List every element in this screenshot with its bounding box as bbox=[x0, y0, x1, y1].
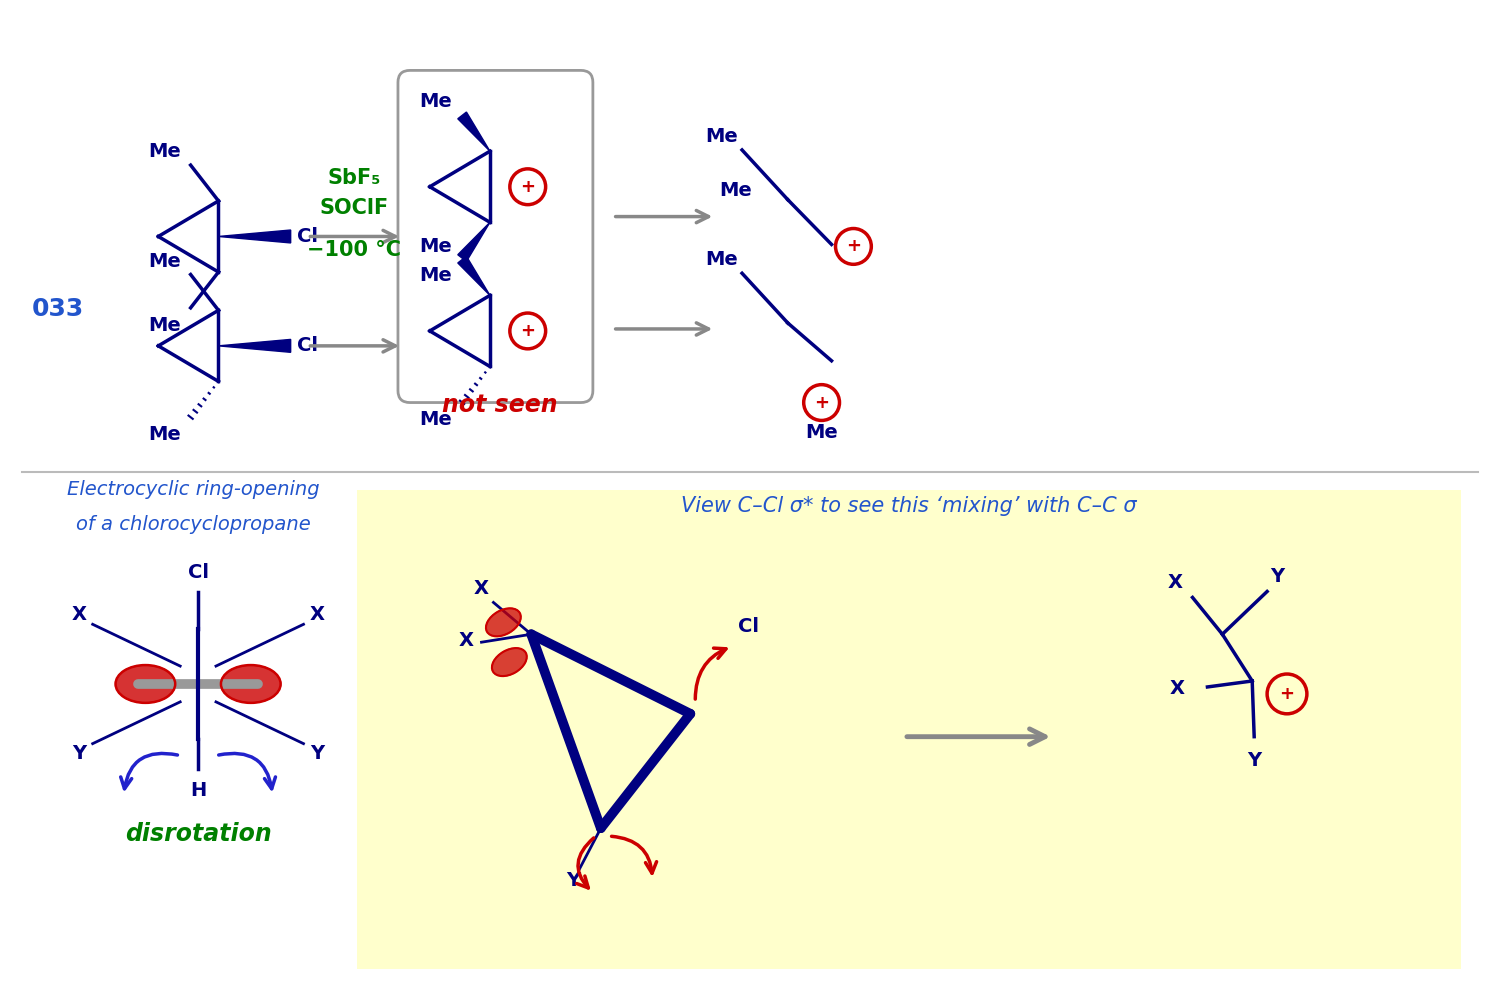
Polygon shape bbox=[458, 256, 490, 295]
Polygon shape bbox=[458, 222, 490, 261]
Ellipse shape bbox=[486, 608, 520, 636]
Text: Me: Me bbox=[420, 266, 452, 285]
Text: Y: Y bbox=[72, 744, 86, 763]
Text: +: + bbox=[815, 394, 830, 412]
FancyBboxPatch shape bbox=[398, 70, 592, 403]
Text: X: X bbox=[1170, 679, 1185, 698]
Text: Cl: Cl bbox=[738, 617, 759, 636]
Text: +: + bbox=[520, 178, 536, 196]
Polygon shape bbox=[219, 339, 291, 352]
Text: Y: Y bbox=[566, 871, 580, 890]
Text: X: X bbox=[70, 605, 86, 624]
Text: −100 °C: −100 °C bbox=[308, 240, 401, 260]
Text: Cl: Cl bbox=[297, 227, 318, 246]
Text: View C–Cl σ* to see this ‘mixing’ with C–C σ: View C–Cl σ* to see this ‘mixing’ with C… bbox=[681, 496, 1137, 516]
Text: Electrocyclic ring-opening: Electrocyclic ring-opening bbox=[68, 480, 320, 499]
Text: Me: Me bbox=[420, 92, 452, 111]
Text: X: X bbox=[474, 579, 489, 598]
Text: Cl: Cl bbox=[188, 563, 209, 582]
Text: Me: Me bbox=[420, 237, 452, 256]
Text: X: X bbox=[459, 631, 474, 650]
Text: X: X bbox=[1167, 573, 1182, 592]
Text: Y: Y bbox=[1246, 751, 1262, 770]
Text: +: + bbox=[520, 322, 536, 340]
Text: Me: Me bbox=[148, 425, 180, 444]
Text: +: + bbox=[846, 237, 861, 255]
Text: Me: Me bbox=[148, 316, 180, 335]
FancyBboxPatch shape bbox=[357, 490, 1461, 969]
Text: Y: Y bbox=[310, 744, 324, 763]
Text: of a chlorocyclopropane: of a chlorocyclopropane bbox=[75, 515, 310, 534]
Text: Me: Me bbox=[420, 410, 452, 429]
Text: Cl: Cl bbox=[297, 336, 318, 355]
Ellipse shape bbox=[220, 665, 280, 703]
Ellipse shape bbox=[492, 648, 526, 676]
Text: SOClF: SOClF bbox=[320, 198, 388, 218]
Text: disrotation: disrotation bbox=[124, 822, 272, 846]
Text: H: H bbox=[190, 781, 206, 800]
Polygon shape bbox=[219, 230, 291, 243]
Text: Me: Me bbox=[705, 250, 738, 269]
Text: Me: Me bbox=[718, 181, 752, 200]
Text: not seen: not seen bbox=[441, 393, 556, 417]
Polygon shape bbox=[458, 112, 490, 151]
Text: X: X bbox=[310, 605, 326, 624]
Text: Me: Me bbox=[148, 142, 180, 161]
Ellipse shape bbox=[116, 665, 176, 703]
Text: Me: Me bbox=[806, 423, 838, 442]
Text: Me: Me bbox=[148, 252, 180, 271]
Text: SbF₅: SbF₅ bbox=[327, 168, 381, 188]
Text: Y: Y bbox=[1270, 567, 1284, 586]
Text: +: + bbox=[1280, 685, 1294, 703]
Text: Me: Me bbox=[705, 127, 738, 146]
Text: 033: 033 bbox=[32, 297, 84, 321]
